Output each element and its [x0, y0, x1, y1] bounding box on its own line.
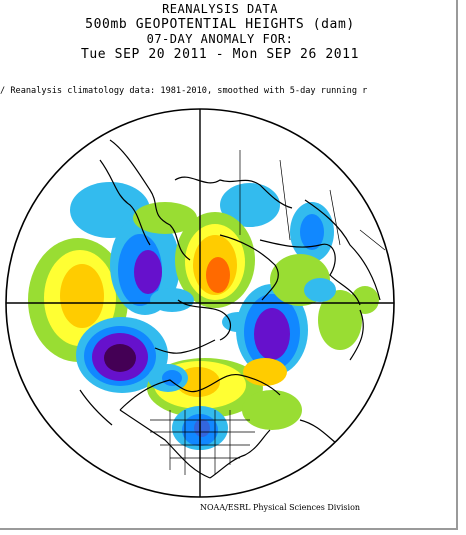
anomaly-slight-positive-north: [133, 183, 280, 234]
title-line-3: 07-DAY ANOMALY FOR:: [146, 32, 294, 46]
title-line-4: Tue SEP 20 2011 - Mon SEP 26 2011: [80, 47, 360, 62]
anomaly-negative-atlantic: [236, 284, 308, 376]
title-line-1: REANALYSIS DATA: [162, 2, 278, 16]
climatology-note: / Reanalysis climatology data: 1981-2010…: [0, 86, 368, 96]
anomaly-negative-pacific: [76, 317, 168, 393]
anomaly-shading: [28, 182, 379, 450]
anomaly-slight-positive-far-east: [351, 286, 379, 314]
chart-header: REANALYSIS DATA 500mb GEOPOTENTIAL HEIGH…: [0, 2, 440, 62]
title-line-2: 500mb GEOPOTENTIAL HEIGHTS (dam): [85, 17, 355, 32]
graticule: [6, 109, 394, 497]
anomaly-negative-west-coast: [148, 364, 188, 392]
data-source-credit: NOAA/ESRL Physical Sciences Division: [200, 503, 361, 512]
anomaly-positive-north-america: [147, 358, 302, 430]
hemisphere-outline: [5, 108, 395, 498]
image-frame: [0, 0, 458, 530]
anomaly-negative-northwest: [70, 182, 180, 315]
anomaly-slight-positive-east: [270, 254, 362, 350]
anomaly-negative-northeast: [290, 202, 334, 262]
coastlines: [79, 139, 381, 479]
